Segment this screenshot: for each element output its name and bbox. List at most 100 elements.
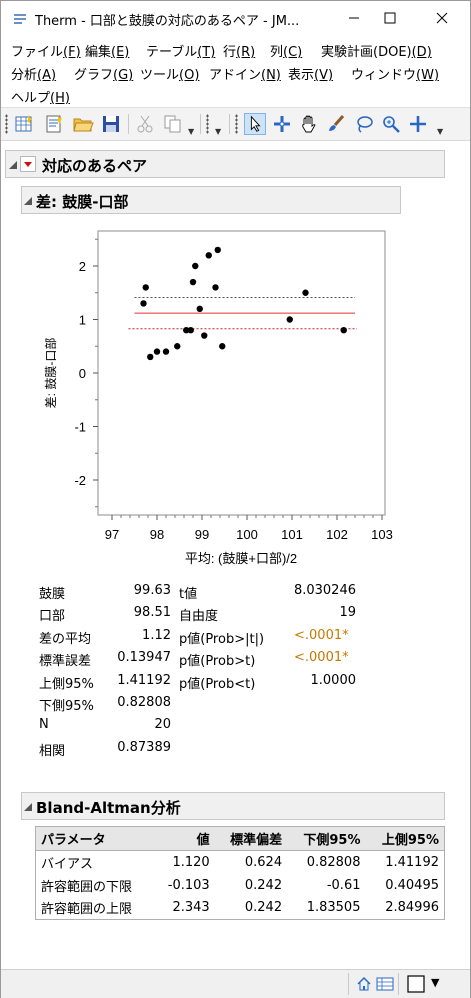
menu-addins[interactable]: アドイン(N) bbox=[209, 64, 281, 83]
y-tick-label: -1 bbox=[74, 420, 86, 435]
data-point[interactable] bbox=[174, 343, 181, 350]
cell-parameter: 許容範囲の上限 bbox=[41, 902, 133, 918]
window-dropdown-icon[interactable]: ▼ bbox=[431, 976, 440, 989]
menu-tools[interactable]: ツール(O) bbox=[140, 64, 199, 83]
table-header-row: パラメータ 値 標準偏差 下側95% 上側95% bbox=[35, 826, 445, 851]
data-point[interactable] bbox=[147, 353, 154, 361]
data-point[interactable] bbox=[340, 327, 347, 334]
copy-dropdown-icon[interactable]: ▼ bbox=[188, 127, 195, 136]
menu-view[interactable]: 表示(V) bbox=[288, 64, 333, 83]
toolbar-separator bbox=[229, 114, 230, 134]
menu-analyze[interactable]: 分析(A) bbox=[11, 64, 56, 83]
menu-doe-label: 実験計画(DOE) bbox=[321, 45, 412, 60]
status-separator bbox=[398, 973, 399, 995]
data-point[interactable] bbox=[153, 348, 161, 355]
stat-value: 20 bbox=[154, 717, 171, 733]
stat-value: 1.41192 bbox=[117, 672, 171, 688]
minimize-button[interactable] bbox=[331, 1, 377, 37]
hand-tool-icon[interactable] bbox=[298, 113, 320, 135]
table-list-icon[interactable] bbox=[376, 976, 394, 992]
copy-icon[interactable] bbox=[162, 113, 184, 135]
menu-table[interactable]: テーブル(T) bbox=[146, 41, 215, 60]
disclosure-triangle-icon[interactable] bbox=[23, 196, 33, 206]
new-script-icon[interactable] bbox=[43, 113, 65, 135]
table-row: 許容範囲の上限 2.343 0.242 1.83505 2.84996 bbox=[36, 897, 445, 920]
stat-label: 標準誤差 bbox=[39, 654, 92, 670]
stat-label: 鼓膜 bbox=[39, 587, 66, 602]
stat-label: 自由度 bbox=[179, 609, 219, 625]
menu-rows[interactable]: 行(R) bbox=[223, 41, 255, 60]
window-square-icon[interactable] bbox=[407, 975, 425, 993]
data-point[interactable] bbox=[302, 289, 309, 296]
toolbar-grip[interactable] bbox=[5, 114, 8, 134]
red-triangle-menu-button[interactable] bbox=[20, 156, 36, 172]
cell-stddev: 0.624 bbox=[244, 854, 283, 870]
data-point[interactable] bbox=[214, 246, 221, 254]
data-point[interactable] bbox=[187, 327, 194, 334]
data-point[interactable] bbox=[183, 327, 190, 334]
stat-value: 98.51 bbox=[133, 605, 171, 621]
data-point[interactable] bbox=[140, 300, 147, 307]
menu-view-label: 表示 bbox=[288, 68, 315, 83]
disclosure-triangle-icon[interactable] bbox=[8, 160, 18, 170]
data-point[interactable] bbox=[201, 332, 208, 339]
data-point[interactable] bbox=[162, 348, 170, 355]
home-icon[interactable] bbox=[356, 976, 372, 992]
data-point[interactable] bbox=[192, 262, 199, 270]
menu-help[interactable]: ヘルプ(H) bbox=[11, 87, 70, 106]
x-tick-label: 101 bbox=[281, 527, 303, 542]
open-folder-icon[interactable] bbox=[72, 113, 94, 135]
menu-file[interactable]: ファイル(F) bbox=[11, 41, 81, 60]
disclosure-triangle-icon[interactable] bbox=[23, 802, 33, 812]
menu-edit[interactable]: 編集(E) bbox=[85, 41, 129, 60]
menu-addins-key: (N) bbox=[261, 68, 281, 83]
bland-altman-header[interactable]: Bland-Altman分析 bbox=[21, 792, 445, 820]
menu-cols[interactable]: 列(C) bbox=[270, 41, 302, 60]
data-point[interactable] bbox=[286, 316, 293, 323]
jmp-app-icon bbox=[14, 14, 26, 24]
col-header-stddev: 標準偏差 bbox=[214, 826, 288, 851]
toolbar-grip[interactable] bbox=[235, 114, 238, 134]
title-bar[interactable]: Therm - 口部と鼓膜の対応のあるペア - JM... bbox=[1, 1, 470, 37]
menu-graph-key: (G) bbox=[113, 68, 134, 83]
stat-value: <.0001* bbox=[294, 627, 349, 643]
stat-value: 1.0000 bbox=[310, 672, 357, 688]
menu-addins-label: アドイン bbox=[209, 68, 262, 83]
toolbar-dropdown-icon[interactable]: ▼ bbox=[215, 127, 222, 136]
zoom-icon[interactable] bbox=[380, 113, 402, 135]
difference-header[interactable]: 差: 鼓膜-口部 bbox=[21, 186, 401, 214]
data-point[interactable] bbox=[142, 284, 149, 291]
menu-rows-key: (R) bbox=[236, 45, 256, 60]
data-point[interactable] bbox=[212, 284, 219, 291]
stat-label: p値(Prob<t) bbox=[179, 676, 256, 692]
crosshair-tool-icon[interactable] bbox=[271, 113, 293, 135]
data-point[interactable] bbox=[189, 278, 197, 286]
cell-lower95: 0.82808 bbox=[306, 854, 361, 870]
lasso-tool-icon[interactable] bbox=[353, 113, 375, 135]
menu-table-label: テーブル bbox=[146, 45, 198, 60]
toolbar-separator bbox=[200, 114, 201, 134]
tools-dropdown-icon[interactable]: ▼ bbox=[437, 127, 444, 136]
annotate-plus-icon[interactable] bbox=[407, 113, 429, 135]
difference-title: 差: 鼓膜-口部 bbox=[36, 193, 129, 211]
menu-graph[interactable]: グラフ(G) bbox=[74, 64, 133, 83]
menu-file-key: (F) bbox=[63, 45, 81, 60]
maximize-button[interactable] bbox=[367, 1, 413, 37]
data-point[interactable] bbox=[205, 252, 212, 259]
arrow-tool-icon[interactable] bbox=[244, 113, 266, 135]
red-triangle-icon bbox=[24, 162, 32, 167]
menu-cols-key: (C) bbox=[283, 45, 303, 60]
data-point[interactable] bbox=[196, 305, 203, 312]
toolbar-grip[interactable] bbox=[206, 114, 209, 134]
cell-upper95: 0.40495 bbox=[385, 877, 439, 893]
new-table-icon[interactable] bbox=[13, 113, 35, 135]
menu-doe[interactable]: 実験計画(DOE)(D) bbox=[321, 41, 432, 60]
cell-value: -0.103 bbox=[167, 877, 210, 893]
brush-tool-icon[interactable] bbox=[325, 113, 347, 135]
matched-pairs-header[interactable]: 対応のあるペア bbox=[5, 150, 445, 178]
close-button[interactable] bbox=[419, 1, 465, 37]
data-point[interactable] bbox=[219, 343, 226, 350]
save-icon[interactable] bbox=[100, 113, 122, 135]
cut-icon[interactable] bbox=[134, 113, 156, 135]
menu-window[interactable]: ウィンドウ(W) bbox=[351, 64, 439, 83]
